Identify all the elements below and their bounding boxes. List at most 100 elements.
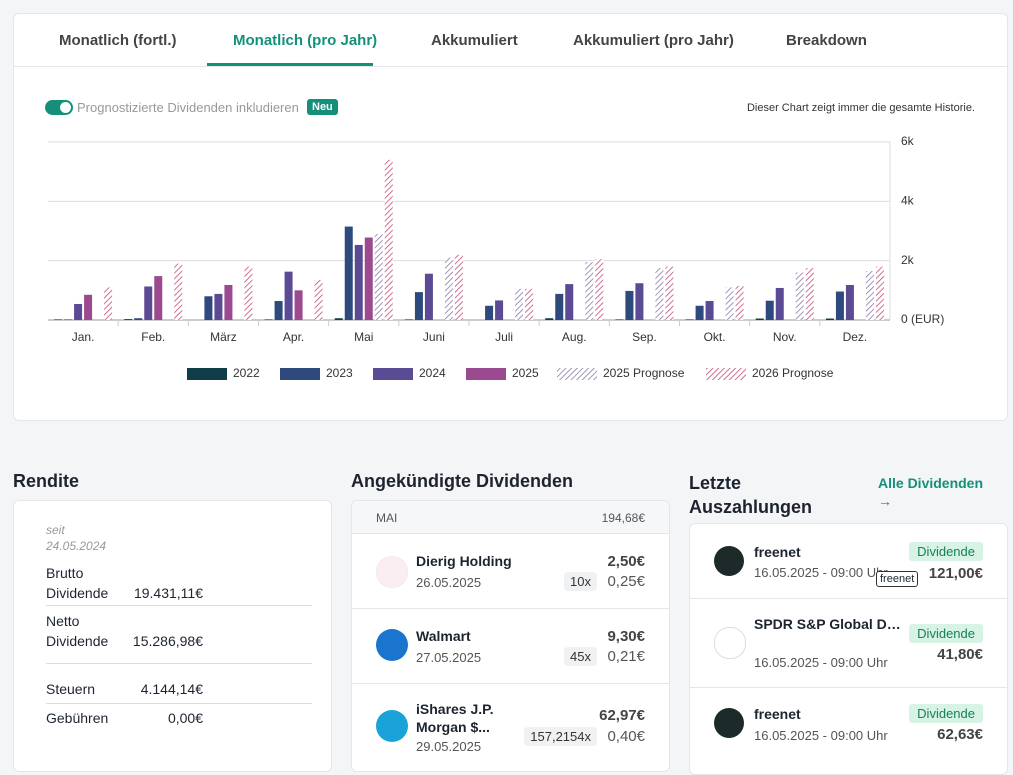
tooltip: freenet xyxy=(876,571,919,587)
x-tick-label: Aug. xyxy=(562,330,587,344)
tab[interactable]: Breakdown xyxy=(786,32,867,49)
bar xyxy=(84,294,93,320)
bar xyxy=(244,266,253,320)
bar xyxy=(364,237,373,320)
section-title: Rendite xyxy=(13,471,80,491)
bar xyxy=(124,319,133,320)
note: Dieser Chart zeigt immer die gesamte His… xyxy=(746,102,975,114)
bar xyxy=(685,319,694,320)
row-value: 19.431,11€ xyxy=(133,585,203,601)
toggle[interactable] xyxy=(45,100,73,115)
chart: 0 (EUR) 2k 4k 6k Jan. Feb. März Apr. Mai Juni Juli… xyxy=(48,134,944,380)
bar xyxy=(595,259,604,320)
bar xyxy=(695,305,704,320)
dividend-item[interactable]: Walmart 27.05.2025 9,30€ 45x 0,21€ xyxy=(352,609,669,684)
legend-swatch xyxy=(280,368,320,380)
month: MAI xyxy=(376,511,398,525)
bar xyxy=(404,319,413,320)
item-date: 29.05.2025 xyxy=(416,739,482,754)
item-date: 16.05.2025 - 09:00 Uhr xyxy=(754,565,888,580)
bar xyxy=(104,287,113,320)
payout-item[interactable]: freenet 16.05.2025 - 09:00 Uhr Dividende… xyxy=(690,688,1007,768)
bar xyxy=(64,319,73,320)
bar xyxy=(765,300,774,320)
bar xyxy=(495,300,504,320)
item-badge: Dividende xyxy=(909,624,983,643)
bar xyxy=(705,301,714,320)
bar xyxy=(615,319,624,320)
item-per-share: 0,40€ xyxy=(607,728,645,745)
x-tick-label: Juni xyxy=(423,330,445,344)
payout-item[interactable]: SPDR S&P Global Dividend Aristocrat... 1… xyxy=(690,599,1007,688)
x-tick-label: Sep. xyxy=(632,330,657,344)
bar xyxy=(54,319,63,320)
all-link[interactable]: Alle Dividenden → xyxy=(878,475,984,509)
bar xyxy=(224,284,233,320)
bar xyxy=(74,303,83,320)
tab-underline xyxy=(207,63,373,66)
bar xyxy=(444,257,453,320)
item-badge: Dividende xyxy=(909,704,983,723)
legend-label: 2025 Prognose xyxy=(603,366,685,380)
item-badge: Dividende xyxy=(909,542,983,561)
bar xyxy=(845,284,854,320)
bar xyxy=(134,318,143,320)
section-title: Angekündigte Dividenden xyxy=(351,471,574,491)
bar xyxy=(144,286,153,320)
y-tick-label: 4k xyxy=(901,194,915,208)
tab[interactable]: Monatlich (fortl.) xyxy=(59,32,177,49)
page: Monatlich (fortl.) Monatlich (pro Jahr) … xyxy=(13,13,1008,775)
bar xyxy=(294,290,303,320)
bar xyxy=(485,305,494,320)
payouts-card: freenet 16.05.2025 - 09:00 Uhr Dividende… xyxy=(689,523,1008,775)
dividend-item[interactable]: iShares J.P. Morgan $... 29.05.2025 62,9… xyxy=(352,684,669,771)
item-date: 16.05.2025 - 09:00 Uhr xyxy=(754,655,888,670)
row-label: Netto Dividende xyxy=(46,613,109,649)
bar xyxy=(755,318,764,320)
announced-card: MAI 194,68€ Dierig Holding 26.05.2025 2,… xyxy=(351,500,670,772)
row-value: 4.144,14€ xyxy=(140,681,203,697)
tab-active[interactable]: Monatlich (pro Jahr) xyxy=(233,32,378,49)
legend-label: 2023 xyxy=(326,366,353,380)
legend-label: 2025 xyxy=(512,366,539,380)
item-per-share: 0,25€ xyxy=(607,573,645,590)
bar xyxy=(665,266,674,320)
item-amount: 2,50€ xyxy=(607,553,645,570)
item-shares: 45x xyxy=(564,647,597,666)
bar xyxy=(635,283,644,320)
x-tick-label: März xyxy=(210,330,237,344)
bar xyxy=(875,266,884,320)
bar xyxy=(154,276,163,320)
bar xyxy=(384,159,393,320)
bar xyxy=(735,285,744,320)
item-name: SPDR S&P Global Dividend Aristocrat... xyxy=(754,616,904,632)
month-total: 194,68€ xyxy=(601,511,645,525)
tab[interactable]: Akkumuliert xyxy=(431,32,518,49)
payout-item[interactable]: freenet 16.05.2025 - 09:00 Uhr Dividende… xyxy=(690,524,1007,599)
legend-swatch xyxy=(466,368,506,380)
item-name: Dierig Holding xyxy=(416,553,512,569)
bar xyxy=(214,293,223,320)
dividend-item[interactable]: Dierig Holding 26.05.2025 2,50€ 10x 0,25… xyxy=(352,534,669,609)
item-amount: 121,00€ xyxy=(928,565,983,582)
item-amount: 41,80€ xyxy=(937,646,983,663)
month-header: MAI 194,68€ xyxy=(352,501,669,534)
row-label: Brutto Dividende xyxy=(46,565,109,601)
chart-card xyxy=(13,13,1008,421)
bar xyxy=(805,268,814,320)
item-date: 26.05.2025 xyxy=(416,575,482,590)
bar xyxy=(454,254,463,320)
x-tick-label: Feb. xyxy=(141,330,165,344)
x-tick-label: Juli xyxy=(495,330,513,344)
tab[interactable]: Akkumuliert (pro Jahr) xyxy=(573,32,734,49)
bar xyxy=(174,263,183,320)
bar xyxy=(555,293,564,320)
item-name: freenet xyxy=(754,706,801,722)
x-tick-label: Apr. xyxy=(283,330,304,344)
bar xyxy=(625,290,634,320)
bar xyxy=(344,226,353,320)
since-date: 24.05.2024 xyxy=(46,539,107,553)
bar xyxy=(725,287,734,320)
legend-swatch xyxy=(706,368,746,380)
item-shares: 10x xyxy=(564,572,597,591)
